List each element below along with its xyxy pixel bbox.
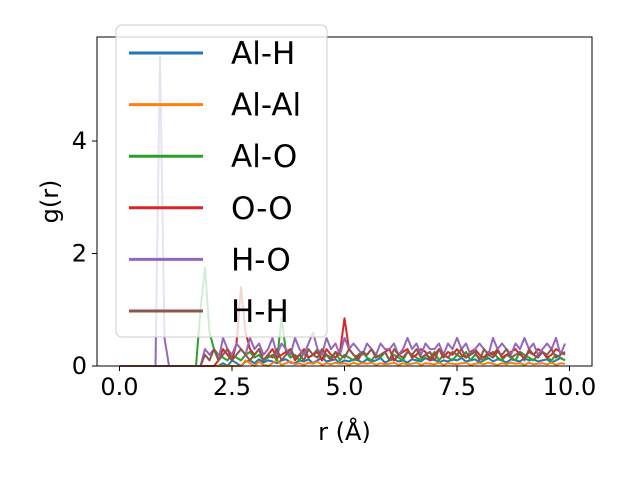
x-axis: 0.0 2.5 5.0 7.5 10.0: [100, 366, 596, 401]
x-tick-label: 0.0: [100, 373, 138, 401]
x-axis-label: r (Å): [318, 417, 371, 446]
legend-label-h-h: H-H: [231, 294, 289, 330]
x-tick-label: 10.0: [543, 373, 596, 401]
legend-label-al-al: Al-Al: [231, 88, 301, 124]
legend-label-o-o: O-O: [231, 191, 293, 227]
y-axis: 0 2 4: [72, 127, 97, 380]
legend-label-h-o: H-O: [231, 242, 291, 278]
y-tick-label: 0: [72, 352, 87, 380]
legend-box: [115, 24, 328, 338]
x-tick-label: 7.5: [438, 373, 476, 401]
legend-label-al-h: Al-H: [231, 36, 295, 72]
legend-label-al-o: Al-O: [231, 139, 297, 175]
legend: Al-H Al-Al Al-O O-O H-O H-H: [115, 24, 328, 338]
y-tick-label: 2: [72, 240, 87, 268]
y-tick-label: 4: [72, 127, 87, 155]
x-tick-label: 5.0: [325, 373, 363, 401]
y-axis-label: g(r): [36, 180, 64, 224]
x-tick-label: 2.5: [213, 373, 251, 401]
